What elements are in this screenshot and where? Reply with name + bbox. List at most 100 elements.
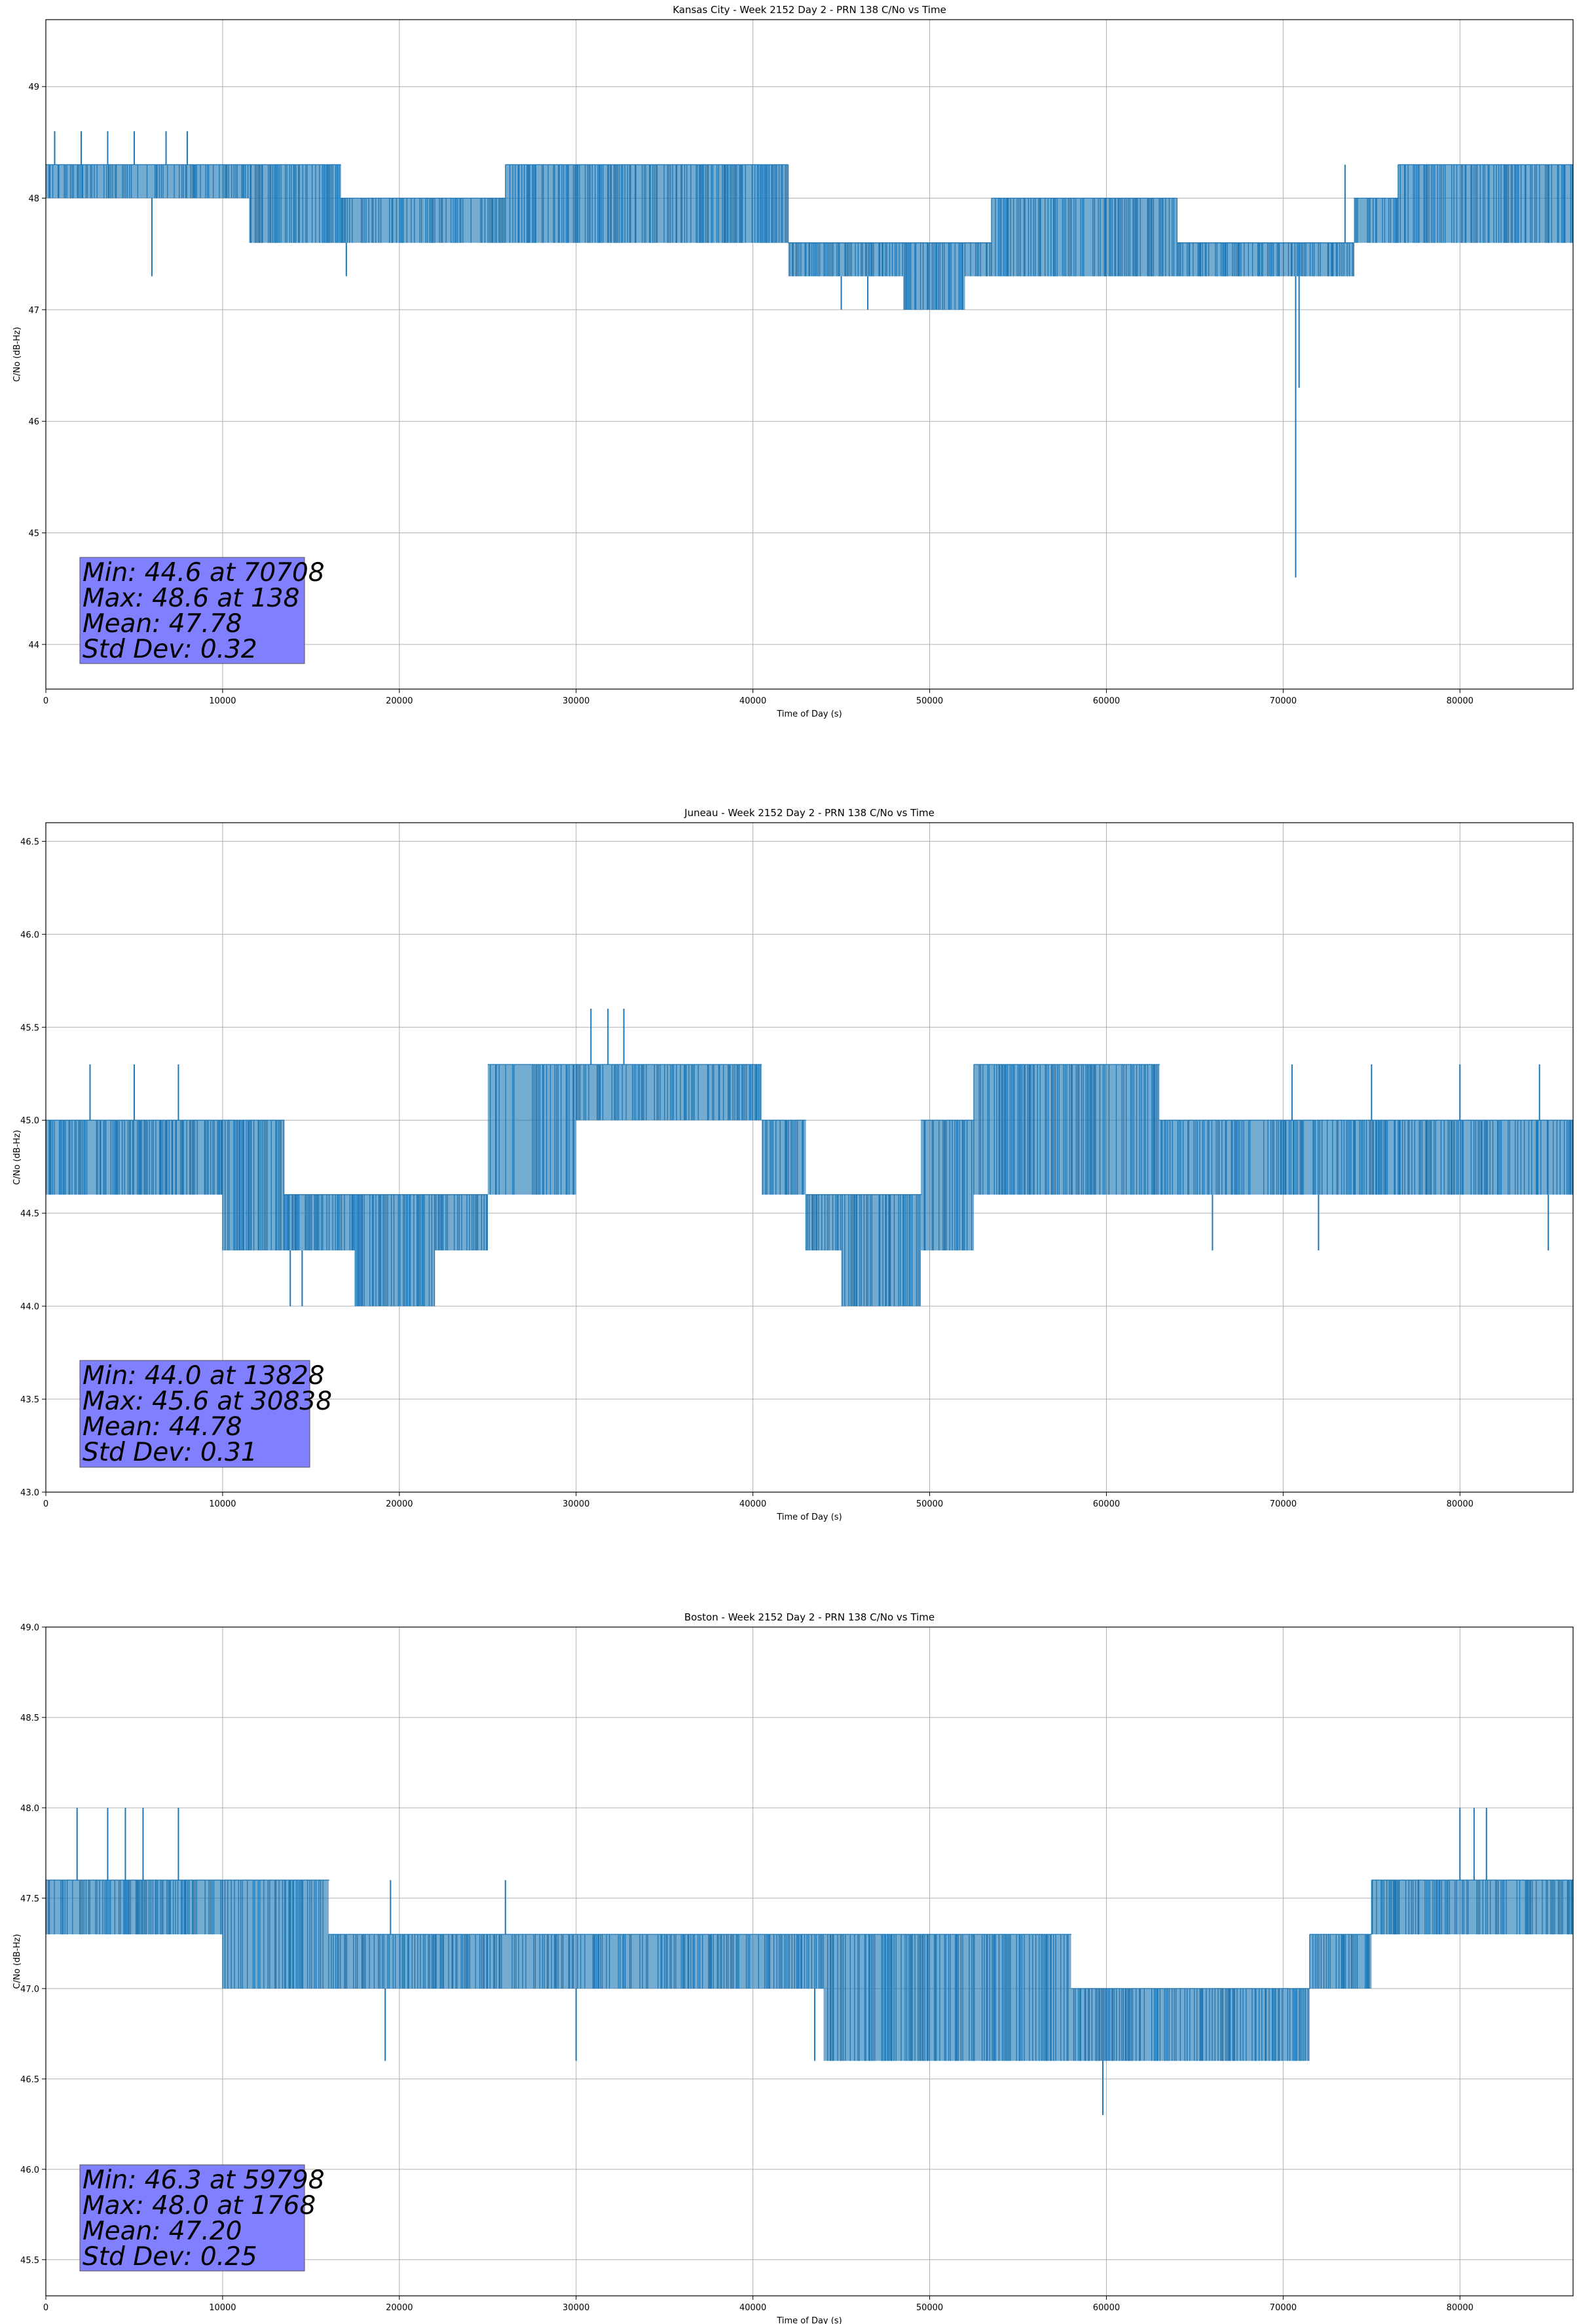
x-tick-label: 80000 <box>1447 696 1474 706</box>
x-tick-label: 60000 <box>1093 1499 1120 1509</box>
y-tick-label: 44.0 <box>20 1302 39 1312</box>
y-axis-label: C/No (dB-Hz) <box>12 327 22 382</box>
stat-max: Max: 48.0 at 1768 <box>83 2191 316 2221</box>
x-tick-label: 0 <box>43 1499 48 1509</box>
stat-std: Std Dev: 0.25 <box>83 2242 257 2272</box>
series-band <box>1177 242 1292 276</box>
chart-title: Kansas City - Week 2152 Day 2 - PRN 138 … <box>673 4 946 16</box>
series-band <box>1398 164 1573 243</box>
series-band <box>806 1194 842 1250</box>
y-tick-label: 46.0 <box>20 2165 39 2175</box>
x-axis-label: Time of Day (s) <box>776 1512 842 1522</box>
x-tick-label: 30000 <box>563 1499 589 1509</box>
x-tick-label: 70000 <box>1270 1499 1297 1509</box>
series-band <box>823 1934 965 2061</box>
x-tick-label: 40000 <box>739 696 766 706</box>
series-band <box>487 1064 576 1195</box>
series-band <box>965 1934 1071 2061</box>
series-band <box>505 164 788 243</box>
series-band <box>46 1120 223 1195</box>
x-tick-label: 70000 <box>1270 696 1297 706</box>
series-band <box>788 242 904 276</box>
x-tick-label: 20000 <box>386 1499 413 1509</box>
chart-panel: 44 45 46 47 48 49 0 10000 20000 30000 40000 50000 60… <box>12 4 1574 719</box>
series-band <box>1291 242 1354 276</box>
y-tick-label: 44.5 <box>20 1209 39 1219</box>
stat-max: Max: 48.6 at 138 <box>83 584 299 613</box>
series-band <box>1371 1880 1573 1935</box>
series-band <box>341 198 506 243</box>
stat-std: Std Dev: 0.32 <box>83 635 257 664</box>
x-tick-label: 50000 <box>916 2303 943 2313</box>
y-axis-label: C/No (dB-Hz) <box>12 1934 22 1989</box>
x-tick-label: 10000 <box>209 696 236 706</box>
x-tick-label: 30000 <box>563 696 589 706</box>
y-tick-label: 49.0 <box>20 1623 39 1633</box>
stat-mean: Mean: 47.78 <box>83 609 242 639</box>
x-tick-label: 0 <box>43 696 48 706</box>
y-tick-label: 43.5 <box>20 1395 39 1405</box>
y-tick-label: 46 <box>28 417 39 427</box>
series-band <box>974 1064 1160 1195</box>
series-band <box>328 1934 824 1989</box>
series-band <box>284 1194 356 1250</box>
y-tick-label: 45 <box>28 529 39 539</box>
series-band <box>1309 1934 1372 1989</box>
x-tick-label: 50000 <box>916 696 943 706</box>
chart-title: Boston - Week 2152 Day 2 - PRN 138 C/No … <box>684 1611 935 1623</box>
series-band <box>841 1194 921 1307</box>
y-tick-label: 45.5 <box>20 1023 39 1033</box>
series-band <box>903 242 965 310</box>
series-band <box>1159 1120 1573 1195</box>
y-tick-label: 46.5 <box>20 2075 39 2085</box>
series-band <box>1354 198 1398 243</box>
y-tick-label: 47 <box>28 306 39 316</box>
x-tick-label: 20000 <box>386 696 413 706</box>
chart-panel: 43.0 43.5 44.0 44.5 45.0 45.5 46.0 46.5 0 10000 20… <box>12 807 1574 1522</box>
series-band <box>921 1120 974 1250</box>
series-band <box>1071 1988 1310 2061</box>
series-band <box>222 1880 329 1989</box>
plot-frame <box>45 19 1574 690</box>
series-band <box>46 164 250 198</box>
x-axis-label: Time of Day (s) <box>776 709 842 719</box>
series-band <box>46 1880 223 1935</box>
series-band <box>576 1064 762 1121</box>
stats-box <box>79 2164 305 2272</box>
x-tick-label: 10000 <box>209 1499 236 1509</box>
stat-max: Max: 45.6 at 30838 <box>83 1387 332 1416</box>
y-tick-label: 44 <box>28 641 39 650</box>
y-tick-label: 48.5 <box>20 1714 39 1723</box>
y-tick-label: 45.0 <box>20 1116 39 1126</box>
x-tick-label: 0 <box>43 2303 48 2313</box>
x-tick-label: 40000 <box>739 2303 766 2313</box>
x-tick-label: 80000 <box>1447 2303 1474 2313</box>
y-axis-label: C/No (dB-Hz) <box>12 1130 22 1185</box>
stat-mean: Mean: 47.20 <box>83 2217 242 2246</box>
x-tick-label: 60000 <box>1093 2303 1120 2313</box>
y-tick-label: 49 <box>28 83 39 92</box>
x-tick-label: 10000 <box>209 2303 236 2313</box>
x-tick-label: 20000 <box>386 2303 413 2313</box>
plot-frame <box>45 1626 1574 2296</box>
series-band <box>434 1194 488 1250</box>
y-tick-label: 46.0 <box>20 930 39 940</box>
plot-frame <box>45 822 1574 1493</box>
stats-box <box>79 1360 310 1468</box>
x-tick-label: 40000 <box>739 1499 766 1509</box>
stat-min: Min: 46.3 at 59798 <box>83 2165 325 2195</box>
chart-panel: 45.5 46.0 46.5 47.0 47.5 48.0 48.5 49.0 0 10000 20… <box>12 1611 1574 2324</box>
series-band <box>222 1120 285 1250</box>
y-tick-label: 48 <box>28 195 39 204</box>
stat-mean: Mean: 44.78 <box>83 1412 242 1442</box>
y-tick-label: 43.0 <box>20 1488 39 1498</box>
stat-min: Min: 44.6 at 70708 <box>83 558 325 588</box>
x-tick-label: 50000 <box>916 1499 943 1509</box>
x-tick-label: 30000 <box>563 2303 589 2313</box>
stat-std: Std Dev: 0.31 <box>83 1438 257 1467</box>
stat-min: Min: 44.0 at 13828 <box>83 1361 325 1391</box>
series-band <box>249 164 341 243</box>
series-band <box>965 242 992 276</box>
chart-title: Juneau - Week 2152 Day 2 - PRN 138 C/No … <box>684 807 935 819</box>
